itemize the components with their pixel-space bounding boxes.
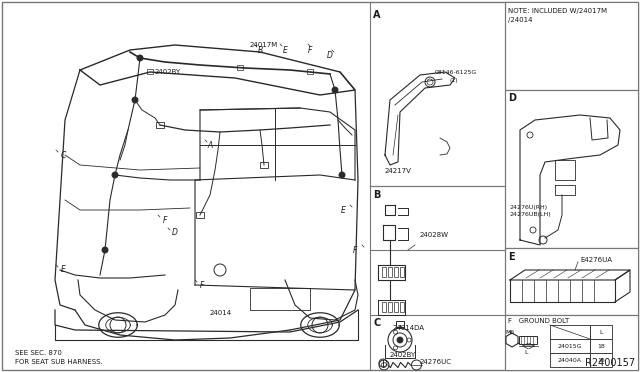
Text: 24014DA: 24014DA	[393, 325, 425, 331]
Bar	[196, 212, 204, 218]
Bar	[590, 325, 612, 339]
Bar	[147, 69, 153, 74]
Bar	[237, 65, 243, 70]
Circle shape	[397, 337, 403, 343]
Text: (1): (1)	[450, 77, 459, 83]
Bar	[590, 339, 612, 353]
Circle shape	[102, 247, 108, 253]
Text: B: B	[257, 45, 262, 55]
Text: 24276U(RH)
24276UB(LH): 24276U(RH) 24276UB(LH)	[510, 205, 552, 217]
Text: 16: 16	[597, 357, 605, 362]
Text: 18: 18	[597, 343, 605, 349]
Text: E: E	[508, 252, 515, 262]
Text: L: L	[599, 330, 603, 334]
Text: 24015G: 24015G	[557, 343, 582, 349]
Bar	[505, 248, 638, 315]
Bar	[388, 267, 392, 277]
Text: F: F	[353, 246, 357, 254]
Circle shape	[112, 172, 118, 178]
Bar	[307, 69, 313, 74]
Bar	[250, 288, 310, 310]
Text: F   GROUND BOLT: F GROUND BOLT	[508, 318, 569, 324]
Text: B: B	[373, 190, 380, 200]
Text: 2402BY: 2402BY	[155, 69, 181, 75]
Text: E4276UA: E4276UA	[580, 257, 612, 263]
Text: 24276UC: 24276UC	[420, 359, 452, 365]
Text: E: E	[283, 45, 287, 55]
Bar	[550, 339, 590, 353]
Text: 24040A: 24040A	[558, 357, 582, 362]
Bar	[550, 325, 590, 339]
Bar	[382, 302, 386, 312]
Circle shape	[137, 55, 143, 61]
Text: NOTE: INCLUDED W/24017M
/24014: NOTE: INCLUDED W/24017M /24014	[508, 8, 607, 22]
Text: 08146-6125G: 08146-6125G	[435, 70, 477, 74]
Bar	[505, 90, 638, 248]
Text: F: F	[163, 215, 167, 224]
Text: E: E	[340, 205, 346, 215]
Text: D: D	[172, 228, 178, 237]
Text: 24014: 24014	[210, 310, 232, 316]
Bar	[260, 162, 268, 168]
Bar	[396, 321, 404, 327]
Text: F: F	[200, 280, 204, 289]
Text: 2402BY: 2402BY	[390, 352, 416, 358]
Text: R2400157: R2400157	[585, 358, 635, 368]
Circle shape	[339, 172, 345, 178]
Text: D: D	[327, 51, 333, 60]
Bar	[388, 302, 392, 312]
Bar	[400, 267, 404, 277]
Text: SEE SEC. 870
FOR SEAT SUB HARNESS.: SEE SEC. 870 FOR SEAT SUB HARNESS.	[15, 350, 103, 365]
Text: L: L	[524, 350, 528, 355]
Text: C: C	[373, 318, 380, 328]
Bar	[400, 302, 404, 312]
Text: M6: M6	[505, 330, 515, 334]
Bar	[382, 267, 386, 277]
Text: C: C	[60, 151, 66, 160]
Bar	[550, 353, 590, 367]
Bar	[519, 336, 537, 344]
Text: 24028W: 24028W	[420, 232, 449, 238]
Circle shape	[132, 97, 138, 103]
Bar	[156, 122, 164, 128]
Text: A: A	[373, 10, 381, 20]
Bar	[394, 302, 398, 312]
Bar	[505, 315, 638, 370]
Text: D: D	[508, 93, 516, 103]
Circle shape	[332, 87, 338, 93]
Text: 24017M: 24017M	[250, 42, 278, 48]
Text: A: A	[207, 141, 212, 150]
Bar	[394, 267, 398, 277]
Text: F: F	[308, 45, 312, 55]
Bar	[505, 2, 638, 90]
Text: 24217V: 24217V	[385, 168, 412, 174]
Text: E: E	[61, 266, 65, 275]
Bar	[590, 353, 612, 367]
